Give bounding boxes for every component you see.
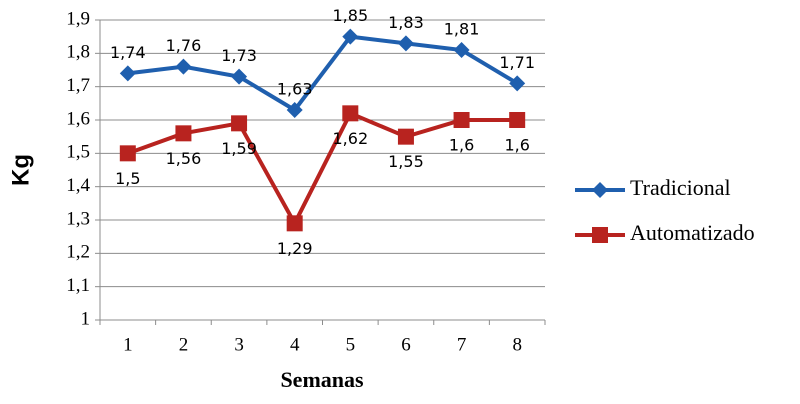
x-tick-label: 1 (123, 334, 133, 355)
x-tick-label: 4 (290, 334, 300, 355)
y-tick-label: 1,1 (66, 275, 90, 296)
data-label: 1,63 (277, 80, 313, 99)
data-label: 1,74 (110, 43, 146, 62)
data-point (453, 112, 470, 128)
data-point (175, 58, 192, 75)
y-tick-label: 1,9 (66, 8, 90, 29)
data-label: 1,85 (333, 6, 369, 25)
x-tick-label: 5 (346, 334, 356, 355)
data-label: 1,83 (388, 13, 424, 32)
data-label: 1,76 (166, 36, 202, 55)
x-tick-label: 2 (179, 334, 189, 355)
data-label: 1,81 (444, 20, 480, 39)
data-label: 1,56 (166, 149, 202, 168)
x-tick-label: 3 (234, 334, 244, 355)
x-tick-label: 7 (457, 334, 467, 355)
y-tick-label: 1,8 (66, 42, 90, 63)
series-line (127, 34, 519, 113)
data-label: 1,73 (221, 46, 257, 65)
data-label: 1,55 (388, 152, 424, 171)
data-point (342, 105, 359, 122)
y-axis-title: Kg (7, 154, 34, 186)
data-point (175, 125, 192, 142)
y-tick-label: 1 (81, 308, 91, 329)
y-tick-label: 1,5 (66, 142, 90, 163)
data-point (453, 42, 470, 58)
data-point (286, 215, 303, 232)
data-point (119, 65, 136, 82)
data-point (286, 102, 303, 118)
data-point (231, 68, 248, 85)
y-tick-label: 1,3 (66, 208, 90, 229)
data-label: 1,5 (115, 169, 140, 188)
data-point (119, 145, 136, 162)
y-tick-label: 1,2 (66, 242, 90, 263)
legend-marker (592, 227, 608, 243)
series-line (127, 110, 518, 228)
data-label: 1,62 (333, 129, 369, 148)
x-tick-label: 8 (512, 334, 522, 355)
y-tick-label: 1,7 (66, 75, 90, 96)
x-axis-title: Semanas (280, 367, 364, 392)
data-point (509, 75, 526, 92)
legend-label: Tradicional (630, 175, 731, 200)
data-label: 1,29 (277, 239, 313, 258)
data-label: 1,71 (499, 53, 535, 72)
x-tick-label: 6 (401, 334, 411, 355)
data-label: 1,6 (449, 136, 474, 155)
data-point (231, 115, 248, 132)
data-point (397, 35, 414, 52)
data-point (342, 28, 359, 45)
y-tick-label: 1,6 (66, 108, 90, 129)
legend-marker (592, 182, 608, 198)
data-label: 1,59 (221, 139, 257, 158)
data-point (509, 112, 526, 128)
data-point (397, 128, 414, 145)
data-label: 1,6 (504, 136, 529, 155)
y-tick-label: 1,4 (66, 175, 90, 196)
legend-label: Automatizado (630, 220, 755, 245)
